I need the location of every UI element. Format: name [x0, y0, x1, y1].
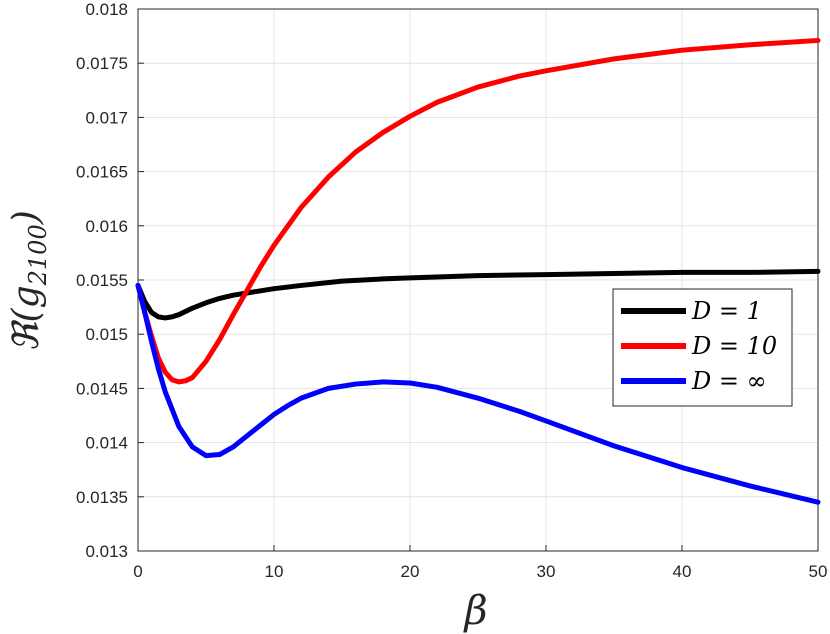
series-lines [135, 37, 821, 505]
y-tick-label: 0.0145 [76, 379, 128, 398]
grid-lines [137, 8, 819, 552]
y-axis-label-subscript: 2100 [24, 224, 52, 286]
y-tick-label: 0.018 [85, 0, 128, 19]
series-line-dinf [135, 282, 821, 505]
x-tick-labels: 0 10 20 30 40 50 [133, 562, 827, 581]
x-tick-label: 20 [401, 562, 420, 581]
plot-area [137, 8, 819, 552]
y-tick-label: 0.0135 [76, 488, 128, 507]
y-tick-label: 0.0165 [76, 163, 128, 182]
y-tick-label: 0.016 [85, 217, 128, 236]
y-tick-label: 0.0175 [76, 54, 128, 73]
y-tick-label: 0.017 [85, 108, 128, 127]
x-tick-label: 0 [133, 562, 142, 581]
series-line-d10 [135, 37, 821, 385]
legend-label-dinf: D = ∞ [691, 367, 767, 395]
y-tick-label: 0.014 [85, 434, 128, 453]
y-axis-label-main: ℜ(g [6, 285, 47, 351]
y-tick-labels: 0.013 0.0135 0.014 0.0145 0.015 0.0155 0.016 0.… [76, 0, 128, 561]
y-tick-label: 0.0155 [76, 271, 128, 290]
legend: D = 1 D = 10 D = ∞ [612, 288, 793, 407]
x-axis-label: β [462, 588, 487, 634]
y-tick-label: 0.013 [85, 542, 128, 561]
y-axis-label: ℜ(g2100) [6, 210, 52, 352]
x-tick-label: 10 [265, 562, 284, 581]
legend-label-d1: D = 1 [691, 297, 762, 325]
x-tick-label: 30 [537, 562, 556, 581]
y-tick-label: 0.015 [85, 325, 128, 344]
x-tick-label: 40 [673, 562, 692, 581]
x-tick-label: 50 [809, 562, 828, 581]
y-axis-label-close: ) [6, 210, 47, 225]
legend-label-d10: D = 10 [691, 332, 777, 360]
